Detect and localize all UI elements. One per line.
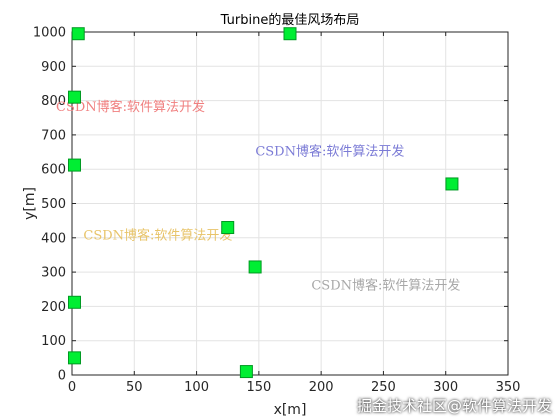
y-tick-label: 200 <box>41 300 66 315</box>
axis-ticks: 0 50 100 150 200 250 300 350 0 100 200 300 400 500 600… <box>33 26 521 396</box>
turbine-marker <box>283 27 297 41</box>
y-tick-label: 700 <box>41 128 66 143</box>
y-tick-label: 0 <box>58 369 66 384</box>
corner-watermark: 掘金技术社区@软件算法开发 <box>356 397 552 415</box>
y-tick-label: 900 <box>41 60 66 75</box>
turbine-marker <box>67 351 81 365</box>
x-tick-label: 0 <box>68 380 76 395</box>
y-tick-label: 800 <box>41 94 66 109</box>
watermark-text: CSDN博客:软件算法开发 <box>83 228 232 244</box>
chart-title: Turbine的最佳风场布局 <box>220 12 360 28</box>
y-tick-label: 400 <box>41 231 66 246</box>
watermark-text: CSDN博客:软件算法开发 <box>56 99 205 115</box>
turbine-marker <box>445 177 459 191</box>
data-points <box>67 27 459 379</box>
turbine-marker <box>71 27 85 41</box>
watermark-text: CSDN博客:软件算法开发 <box>255 143 404 159</box>
turbine-marker <box>248 260 262 274</box>
grid-lines <box>71 31 509 376</box>
turbine-marker <box>67 295 81 309</box>
y-tick-label: 500 <box>41 197 66 212</box>
x-tick-label: 200 <box>309 380 334 395</box>
y-tick-label: 100 <box>41 334 66 349</box>
x-tick-label: 250 <box>371 380 396 395</box>
y-tick-label: 1000 <box>33 26 66 41</box>
x-tick-label: 300 <box>433 380 458 395</box>
turbine-marker <box>67 90 81 104</box>
y-tick-label: 600 <box>41 163 66 178</box>
x-tick-label: 100 <box>184 380 209 395</box>
turbine-marker <box>239 365 253 379</box>
y-tick-label: 300 <box>41 266 66 281</box>
x-axis-label: x[m] <box>274 402 307 418</box>
turbine-marker <box>67 158 81 172</box>
x-tick-label: 50 <box>126 380 143 395</box>
x-tick-label: 350 <box>496 380 521 395</box>
turbine-marker <box>221 221 235 235</box>
y-axis-label: y[m] <box>22 187 38 220</box>
watermark-text: CSDN博客:软件算法开发 <box>311 277 460 293</box>
watermarks: CSDN博客:软件算法开发 CSDN博客:软件算法开发 CSDN博客:软件算法开发 C… <box>56 99 460 293</box>
x-tick-label: 150 <box>246 380 271 395</box>
